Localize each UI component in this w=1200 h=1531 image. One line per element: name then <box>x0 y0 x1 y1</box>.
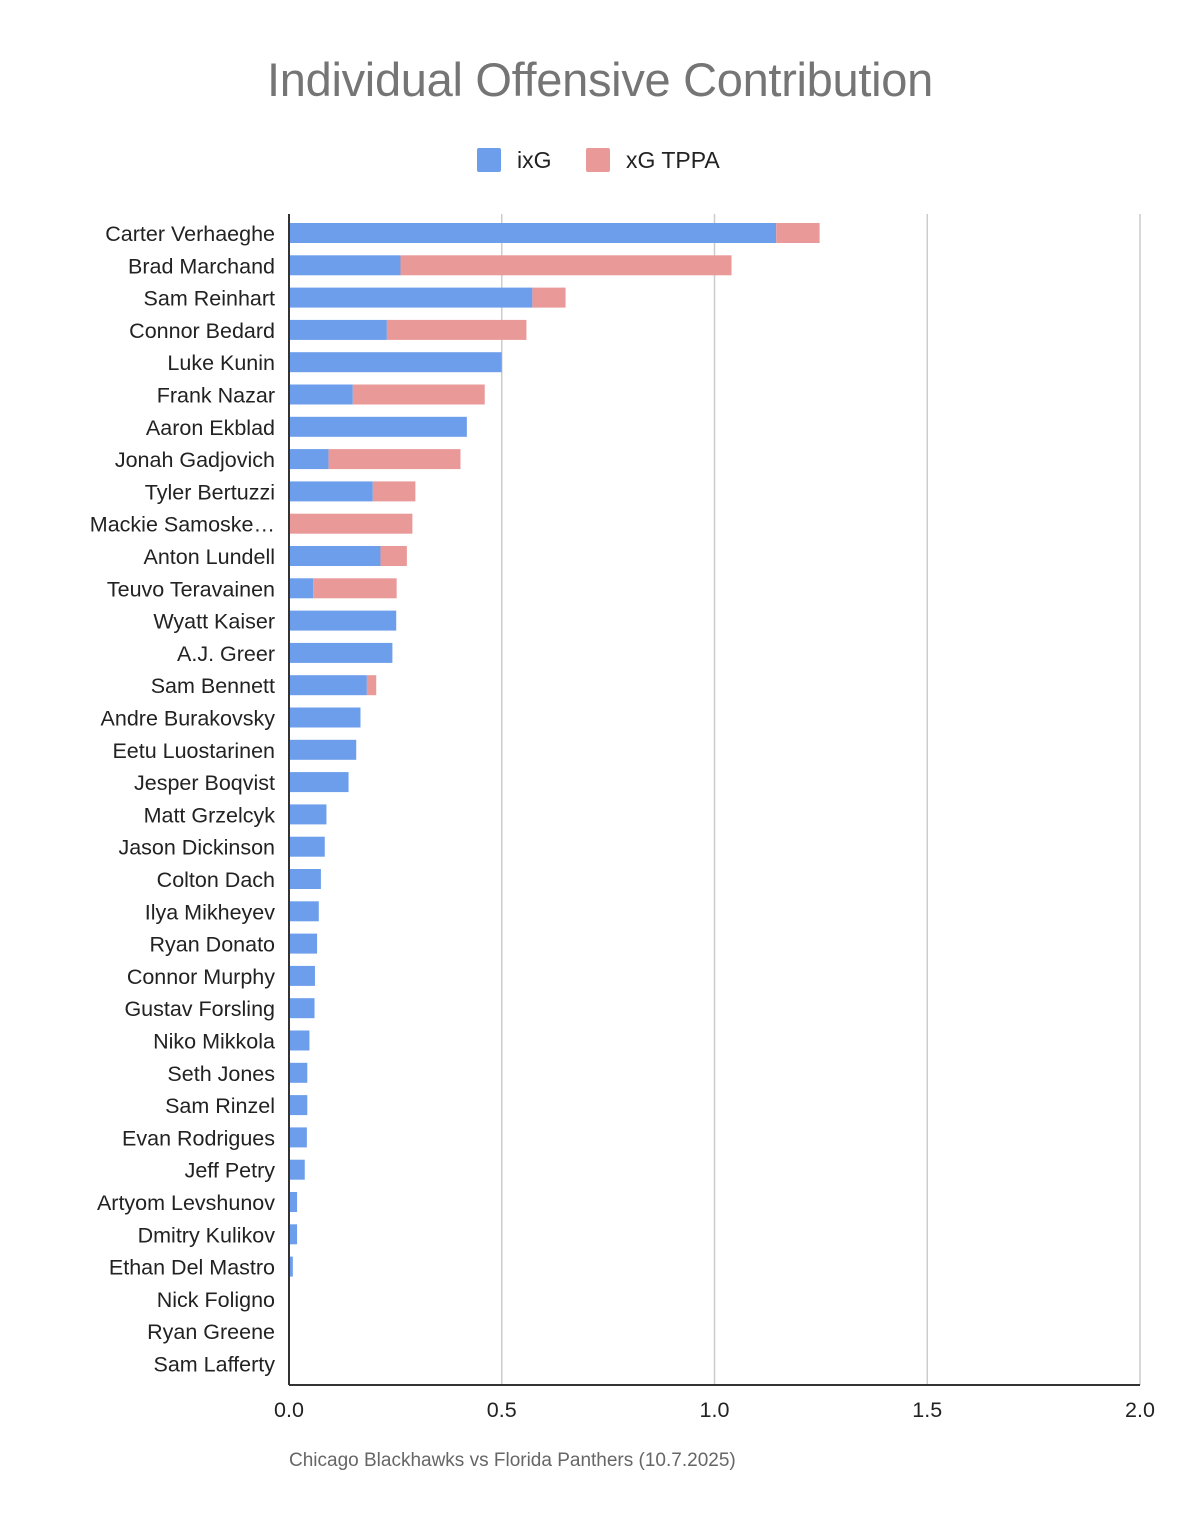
category-label-sam-reinhart: Sam Reinhart <box>144 287 275 311</box>
bar-ixg-matt-grzelcyk[interactable] <box>289 804 327 825</box>
category-label-sam-bennett: Sam Bennett <box>151 674 275 698</box>
category-label-nick-foligno: Nick Foligno <box>157 1288 275 1312</box>
bar-ixg-niko-mikkola[interactable] <box>289 1030 310 1051</box>
bar-ixg-andre-burakovsky[interactable] <box>289 707 361 728</box>
bar-ixg-evan-rodrigues[interactable] <box>289 1127 307 1148</box>
bar-ixg-sam-bennett[interactable] <box>289 675 367 696</box>
category-label-jesper-boqvist: Jesper Boqvist <box>134 771 275 795</box>
legend-label-xg-tppa: xG TPPA <box>626 146 720 173</box>
legend-swatch-ixg <box>477 148 501 172</box>
category-label-wyatt-kaiser: Wyatt Kaiser <box>153 610 275 634</box>
category-label-jeff-petry: Jeff Petry <box>185 1159 276 1183</box>
bar-ixg-sam-reinhart[interactable] <box>289 287 533 308</box>
legend-swatch-xg-tppa <box>586 148 610 172</box>
bar-ixg-connor-bedard[interactable] <box>289 319 387 340</box>
category-label-luke-kunin: Luke Kunin <box>167 351 275 375</box>
bar-ixg-frank-nazar[interactable] <box>289 384 353 405</box>
category-label-connor-murphy: Connor Murphy <box>127 965 275 989</box>
legend-item-ixg[interactable]: ixG <box>477 143 552 177</box>
bar-ixg-aaron-ekblad[interactable] <box>289 416 467 437</box>
bar-ixg-jeff-petry[interactable] <box>289 1159 305 1180</box>
bar-xg-tppa-brad-marchand[interactable] <box>400 255 732 276</box>
category-label-seth-jones: Seth Jones <box>167 1062 275 1086</box>
bar-ixg-jonah-gadjovich[interactable] <box>289 449 329 470</box>
legend-item-xg-tppa[interactable]: xG TPPA <box>586 143 720 177</box>
x-tick-label-0: 0.0 <box>274 1398 304 1422</box>
bar-ixg-colton-dach[interactable] <box>289 869 321 889</box>
bar-ixg-carter-verhaeghe[interactable] <box>289 223 777 243</box>
category-labels: Carter Verhaeghe Brad Marchand Sam Reinhar… <box>90 222 275 1377</box>
category-label-colton-dach: Colton Dach <box>157 868 275 892</box>
category-label-jason-dickinson: Jason Dickinson <box>118 836 275 860</box>
category-label-niko-mikkola: Niko Mikkola <box>153 1030 275 1054</box>
bar-ixg-tyler-bertuzzi[interactable] <box>289 481 373 502</box>
axes <box>288 214 1140 1386</box>
category-label-anton-lundell: Anton Lundell <box>144 545 276 569</box>
bar-ixg-teuvo-teravainen[interactable] <box>289 578 314 599</box>
bar-xg-tppa-sam-bennett[interactable] <box>366 675 377 696</box>
x-tick-label-4: 2.0 <box>1125 1398 1155 1422</box>
bar-xg-tppa-mackie-samoske[interactable] <box>289 513 413 534</box>
category-label-tyler-bertuzzi: Tyler Bertuzzi <box>145 480 275 504</box>
x-tick-label-1: 0.5 <box>487 1398 517 1422</box>
gridlines <box>501 214 1141 1385</box>
category-label-dmitry-kulikov: Dmitry Kulikov <box>138 1223 276 1247</box>
category-label-jonah-gadjovich: Jonah Gadjovich <box>115 448 275 472</box>
bar-xg-tppa-anton-lundell[interactable] <box>380 546 407 566</box>
category-label-frank-nazar: Frank Nazar <box>157 384 275 408</box>
x-tick-labels: 0.0 0.5 1.0 1.5 2.0 <box>274 1398 1155 1422</box>
bar-ixg-artyom-levshunov[interactable] <box>289 1192 298 1212</box>
category-label-ilya-mikheyev: Ilya Mikheyev <box>145 900 275 924</box>
legend-label-ixg: ixG <box>517 146 552 173</box>
category-label-andre-burakovsky: Andre Burakovsky <box>101 707 276 731</box>
chart-title: Individual Offensive Contribution <box>267 53 933 106</box>
category-label-evan-rodrigues: Evan Rodrigues <box>122 1126 275 1150</box>
category-label-ryan-greene: Ryan Greene <box>147 1320 275 1344</box>
bar-ixg-eetu-luostarinen[interactable] <box>289 739 357 760</box>
bar-xg-tppa-frank-nazar[interactable] <box>352 384 485 405</box>
bar-ixg-jesper-boqvist[interactable] <box>289 772 349 793</box>
bar-ixg-seth-jones[interactable] <box>289 1062 308 1083</box>
bar-xg-tppa-sam-reinhart[interactable] <box>532 287 566 308</box>
x-tick-label-3: 1.5 <box>912 1398 942 1422</box>
category-label-teuvo-teravainen: Teuvo Teravainen <box>107 577 275 601</box>
bar-ixg-gustav-forsling[interactable] <box>289 998 315 1019</box>
bar-ixg-wyatt-kaiser[interactable] <box>289 610 397 631</box>
bar-ixg-ethan-del-mastro[interactable] <box>289 1256 293 1277</box>
bar-xg-tppa-teuvo-teravainen[interactable] <box>313 578 397 599</box>
legend: ixG xG TPPA <box>0 143 1200 177</box>
bars <box>289 223 820 1277</box>
bar-xg-tppa-jonah-gadjovich[interactable] <box>328 449 461 470</box>
category-label-matt-grzelcyk: Matt Grzelcyk <box>144 803 276 827</box>
category-label-gustav-forsling: Gustav Forsling <box>124 997 275 1021</box>
bar-ixg-ilya-mikheyev[interactable] <box>289 901 319 922</box>
category-label-connor-bedard: Connor Bedard <box>129 319 275 343</box>
bar-xg-tppa-connor-bedard[interactable] <box>386 319 527 340</box>
category-label-brad-marchand: Brad Marchand <box>128 254 275 278</box>
bar-xg-tppa-tyler-bertuzzi[interactable] <box>372 481 416 502</box>
category-label-sam-rinzel: Sam Rinzel <box>165 1094 275 1118</box>
bar-ixg-sam-rinzel[interactable] <box>289 1095 308 1116</box>
bar-ixg-a-j-greer[interactable] <box>289 642 393 663</box>
bar-ixg-anton-lundell[interactable] <box>289 546 381 566</box>
category-label-ryan-donato: Ryan Donato <box>150 933 276 957</box>
bar-ixg-luke-kunin[interactable] <box>289 352 502 373</box>
category-label-a-j-greer: A.J. Greer <box>177 642 275 666</box>
category-label-ethan-del-mastro: Ethan Del Mastro <box>109 1256 275 1280</box>
bar-ixg-connor-murphy[interactable] <box>289 965 315 986</box>
category-label-sam-lafferty: Sam Lafferty <box>154 1353 276 1377</box>
bar-xg-tppa-carter-verhaeghe[interactable] <box>776 223 820 243</box>
x-tick-label-2: 1.0 <box>700 1398 730 1422</box>
category-label-aaron-ekblad: Aaron Ekblad <box>146 416 275 440</box>
bar-ixg-jason-dickinson[interactable] <box>289 836 325 857</box>
bar-ixg-dmitry-kulikov[interactable] <box>289 1224 298 1245</box>
x-axis-caption: Chicago Blackhawks vs Florida Panthers (… <box>289 1450 736 1471</box>
category-label-mackie-samoske: Mackie Samoske… <box>90 513 275 537</box>
category-label-artyom-levshunov: Artyom Levshunov <box>97 1191 275 1215</box>
category-label-eetu-luostarinen: Eetu Luostarinen <box>112 739 275 763</box>
category-label-carter-verhaeghe: Carter Verhaeghe <box>105 222 275 246</box>
bar-ixg-brad-marchand[interactable] <box>289 255 401 276</box>
bar-ixg-ryan-donato[interactable] <box>289 933 318 954</box>
